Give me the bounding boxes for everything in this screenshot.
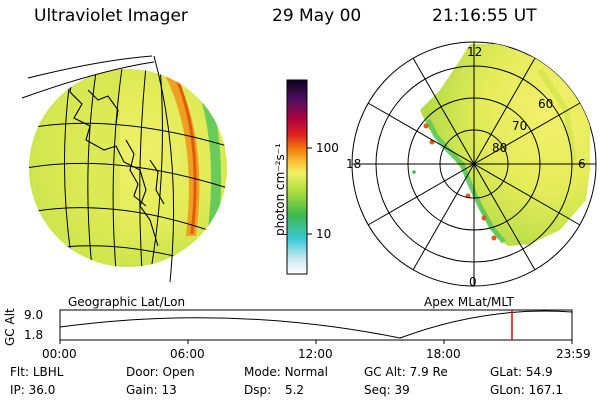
status-door: Door: Open [126, 365, 195, 379]
status-ip: IP: 36.0 [10, 383, 56, 397]
geographic-globe [21, 55, 227, 283]
altitude-xtick: 12:00 [298, 347, 333, 361]
status-dsp: Dsp: 5.2 [244, 383, 305, 397]
status-gain: Gain: 13 [126, 383, 177, 397]
altitude-ylabel: GC Alt [3, 308, 17, 346]
geographic-projection-label: Geographic Lat/Lon [68, 295, 186, 309]
colorbar [286, 79, 312, 275]
colorbar-tick-100: 100 [316, 141, 339, 155]
polar-plot [351, 41, 597, 287]
colorbar-unit-label: photon cm⁻²s⁻¹ [273, 143, 287, 236]
polar-aurora-region [420, 44, 590, 246]
altitude-xtick: 06:00 [170, 347, 205, 361]
aurora-band [160, 69, 200, 236]
status-glat: GLat: 54.9 [490, 365, 553, 379]
mlt-label-18: 18 [346, 157, 362, 171]
colorbar-tick-10: 10 [316, 227, 332, 241]
altitude-ytick-high: 9.0 [24, 308, 44, 322]
mlt-label-12: 12 [467, 45, 483, 59]
mlat-label-80: 80 [492, 141, 508, 155]
altitude-xtick: 18:00 [426, 347, 461, 361]
date-label: 29 May 00 [272, 6, 362, 26]
time-label: 21:16:55 UT [432, 6, 537, 26]
altitude-xtick: 00:00 [42, 347, 77, 361]
altitude-curve [59, 310, 573, 339]
mlat-label-60: 60 [538, 97, 554, 111]
status-mode: Mode: Normal [244, 365, 328, 379]
altitude-ytick-low: 1.8 [24, 328, 44, 342]
mlt-label-6: 6 [578, 157, 586, 171]
status-gc-alt: GC Alt: 7.9 Re [364, 365, 448, 379]
altitude-xtick: 23:59 [556, 347, 591, 361]
status-glon: GLon: 167.1 [490, 383, 563, 397]
mlt-label-0: 0 [469, 275, 477, 289]
apex-projection-label: Apex MLat/MLT [424, 295, 514, 309]
status-seq: Seq: 39 [364, 383, 410, 397]
mlat-label-70: 70 [512, 119, 528, 133]
instrument-title: Ultraviolet Imager [34, 6, 188, 26]
status-filter: Flt: LBHL [10, 365, 64, 379]
altitude-plot [59, 309, 573, 344]
